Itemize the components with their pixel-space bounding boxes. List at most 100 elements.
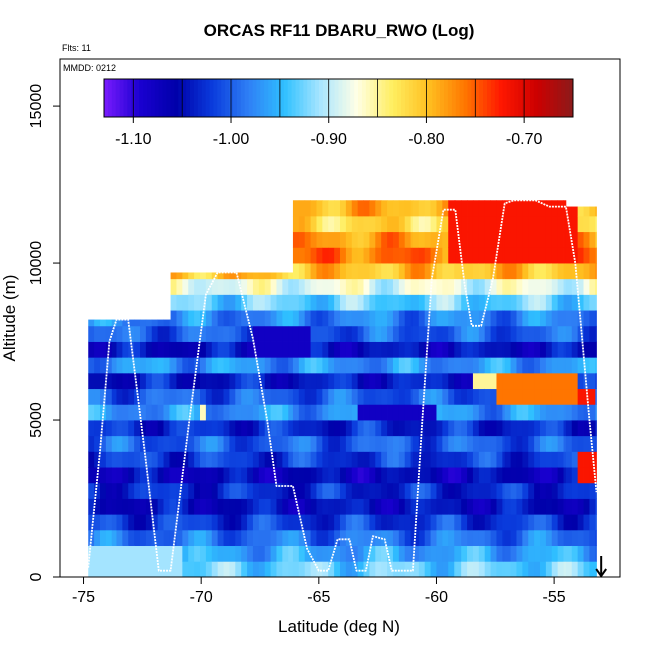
heatmap-cell bbox=[145, 357, 153, 374]
heatmap-cell bbox=[565, 435, 573, 452]
heatmap-cell bbox=[100, 420, 107, 437]
heatmap-cell bbox=[270, 545, 277, 562]
heatmap-cell bbox=[151, 545, 159, 562]
heatmap-cell bbox=[351, 451, 359, 468]
heatmap-cell bbox=[478, 561, 486, 578]
heatmap-cell bbox=[504, 404, 511, 421]
heatmap-cell bbox=[111, 325, 117, 342]
heatmap-cell bbox=[551, 482, 559, 499]
heatmap-cell bbox=[589, 372, 596, 390]
heatmap-cell bbox=[316, 231, 323, 248]
heatmap-cell bbox=[448, 420, 455, 437]
heatmap-cell bbox=[316, 215, 323, 233]
heatmap-cell bbox=[194, 404, 201, 421]
heatmap-cell bbox=[163, 467, 170, 484]
heatmap-cell bbox=[577, 294, 584, 311]
colorbar-segment bbox=[369, 79, 375, 117]
heatmap-cell bbox=[510, 467, 517, 484]
heatmap-cell bbox=[502, 341, 506, 358]
heatmap-cell bbox=[94, 498, 101, 515]
heatmap-cell bbox=[472, 310, 480, 327]
heatmap-cell bbox=[502, 310, 506, 327]
heatmap-cell bbox=[563, 514, 567, 531]
arrow-head bbox=[595, 568, 607, 578]
heatmap-cell bbox=[111, 372, 117, 390]
colorbar-segment bbox=[389, 79, 394, 117]
heatmap-cell bbox=[340, 529, 347, 547]
colorbar-segment bbox=[342, 79, 347, 117]
heatmap-cell bbox=[565, 206, 573, 217]
heatmap-cell bbox=[182, 561, 189, 578]
heatmap-cell bbox=[528, 247, 535, 264]
heatmap-cell bbox=[247, 357, 254, 374]
heatmap-cell bbox=[176, 420, 183, 437]
heatmap-cell bbox=[328, 404, 335, 421]
heatmap-cell bbox=[217, 310, 224, 327]
heatmap-cell bbox=[504, 278, 511, 295]
heatmap-cell bbox=[298, 278, 306, 295]
heatmap-cell bbox=[292, 404, 300, 421]
heatmap-cell bbox=[381, 467, 388, 484]
heatmap-cell bbox=[404, 482, 411, 499]
heatmap-cell bbox=[454, 294, 456, 311]
heatmap-cell bbox=[328, 529, 335, 547]
heatmap-cell bbox=[583, 498, 590, 515]
heatmap-cell bbox=[182, 545, 189, 562]
heatmap-cell bbox=[478, 231, 486, 248]
heatmap-cell bbox=[194, 341, 201, 358]
heatmap-cell bbox=[436, 200, 443, 217]
heatmap-cell bbox=[205, 310, 213, 327]
heatmap-cell bbox=[522, 247, 529, 264]
heatmap-cell bbox=[247, 498, 254, 515]
heatmap-cell bbox=[496, 404, 503, 421]
heatmap-cell bbox=[288, 357, 294, 374]
heatmap-cell bbox=[316, 247, 323, 264]
heatmap-cell bbox=[571, 561, 579, 578]
heatmap-cell bbox=[140, 325, 147, 342]
colorbar-segment bbox=[412, 79, 418, 117]
heatmap-cell bbox=[516, 561, 523, 578]
colorbar-segment bbox=[143, 79, 148, 117]
flights-label: Flts: 11 bbox=[62, 43, 91, 53]
heatmap-cell bbox=[298, 482, 306, 499]
heatmap-cell bbox=[461, 498, 468, 515]
heatmap-cell bbox=[157, 372, 164, 390]
heatmap-cell bbox=[424, 514, 431, 531]
heatmap-cell bbox=[217, 272, 224, 280]
heatmap-cell bbox=[595, 435, 597, 452]
colorbar-segment bbox=[123, 79, 128, 117]
heatmap-cell bbox=[436, 278, 443, 295]
heatmap-cell bbox=[241, 467, 248, 484]
heatmap-cell bbox=[478, 215, 486, 233]
heatmap-cell bbox=[116, 514, 123, 531]
heatmap-cell bbox=[340, 215, 347, 233]
heatmap-cell bbox=[217, 294, 224, 311]
heatmap-cell bbox=[247, 545, 254, 562]
colorbar-segment bbox=[506, 79, 511, 117]
heatmap-cell bbox=[292, 514, 300, 531]
heatmap-cell bbox=[241, 310, 248, 327]
colorbar-segment bbox=[346, 79, 351, 117]
colorbar-segment bbox=[287, 79, 293, 117]
heatmap-cell bbox=[545, 561, 553, 578]
heatmap-cell bbox=[134, 341, 141, 358]
heatmap-cell bbox=[461, 435, 468, 452]
heatmap-cell bbox=[176, 529, 183, 547]
heatmap-cell bbox=[496, 341, 503, 358]
heatmap-cell bbox=[436, 435, 443, 452]
heatmap-cell bbox=[328, 467, 335, 484]
heatmap-cell bbox=[94, 388, 101, 405]
heatmap-cell bbox=[516, 451, 523, 468]
heatmap-cell bbox=[577, 215, 584, 233]
heatmap-cell bbox=[563, 357, 567, 374]
heatmap-cell bbox=[577, 263, 584, 280]
heatmap-cell bbox=[528, 357, 535, 374]
heatmap-cell bbox=[169, 545, 171, 562]
heatmap-cell bbox=[304, 325, 311, 342]
heatmap-cell bbox=[571, 278, 579, 295]
heatmap-cell bbox=[557, 482, 564, 499]
heatmap-cell bbox=[563, 451, 567, 468]
colorbar-segment bbox=[451, 79, 457, 117]
heatmap-cell bbox=[472, 404, 480, 421]
heatmap-cell bbox=[345, 263, 353, 280]
